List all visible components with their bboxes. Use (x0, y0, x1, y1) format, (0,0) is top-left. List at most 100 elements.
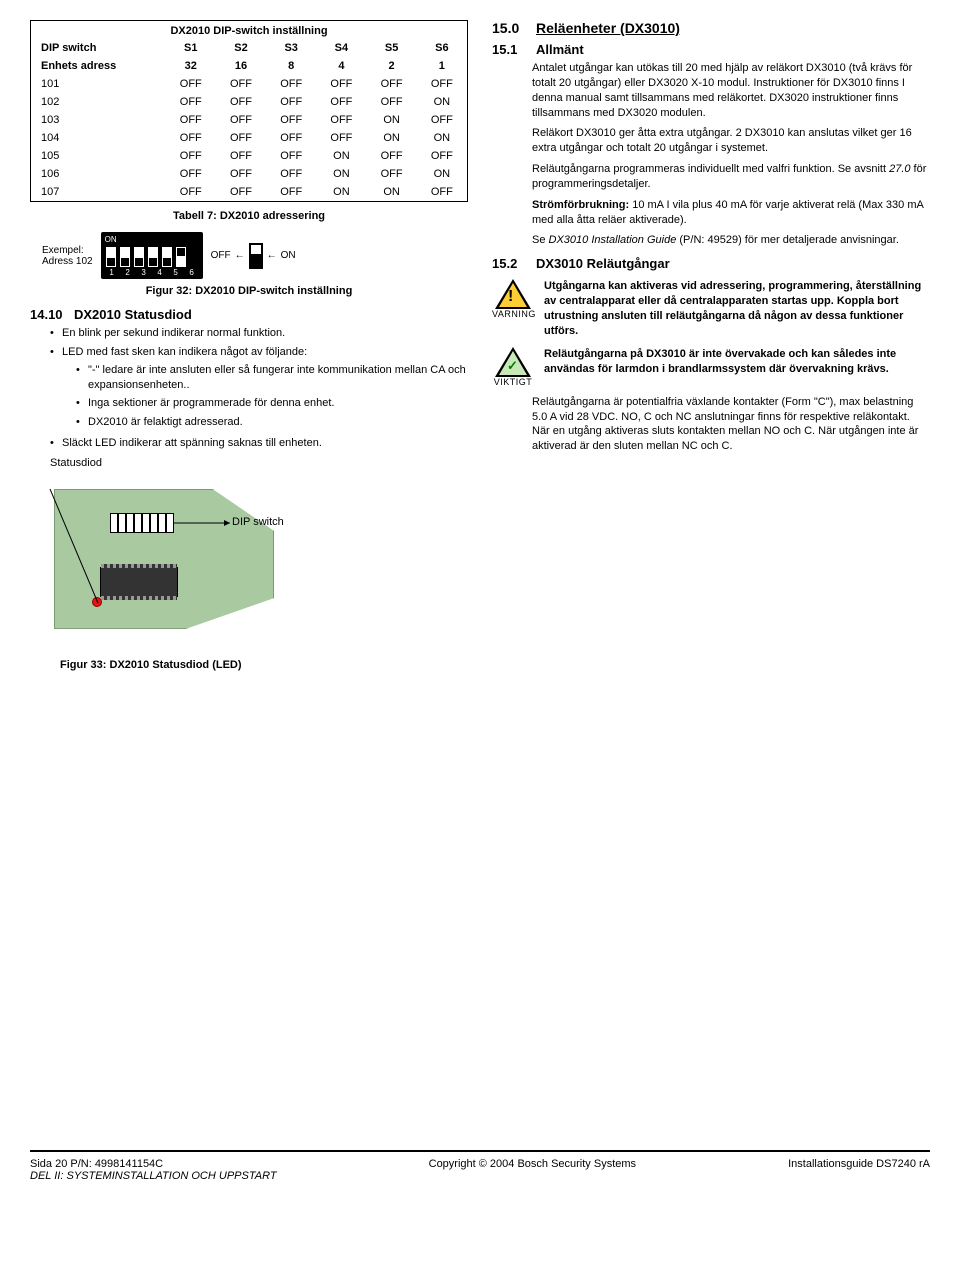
section-number: 15.0 (492, 20, 528, 36)
paragraph: Reläutgångarna är potentialfria växlande… (532, 395, 930, 454)
section-title: DX2010 Statusdiod (74, 307, 192, 322)
paragraph: Antalet utgångar kan utökas till 20 med … (532, 61, 930, 120)
callout-lines-icon (40, 479, 290, 649)
cell: 101 (31, 75, 166, 93)
section-14-10: 14.10 DX2010 Statusdiod (30, 307, 468, 322)
table-caption-7: Tabell 7: DX2010 adressering (30, 210, 468, 222)
arrow-left-icon: ← (235, 250, 245, 261)
cell: OFF (266, 129, 316, 147)
cell: 104 (31, 129, 166, 147)
table-row: 107OFFOFFOFFONONOFF (31, 183, 467, 201)
dip-on-label: ON (105, 235, 199, 244)
off-label: OFF (211, 250, 231, 261)
cell: 107 (31, 183, 166, 201)
guide-pre: Se (532, 234, 549, 246)
guide-post: (P/N: 49529) för mer detaljerade anvisni… (676, 234, 899, 246)
cell: ON (316, 147, 366, 165)
warning-label: VARNING (492, 309, 534, 319)
guide-italic: DX3010 Installation Guide (549, 234, 677, 246)
cell: 2 (367, 57, 417, 75)
dip-table: DIP switch S1 S2 S3 S4 S5 S6 Enhets adre… (31, 39, 467, 201)
arrow-left-icon: ← (267, 250, 277, 261)
section-title: Reläenheter (DX3010) (536, 20, 680, 36)
important-text: Reläutgångarna på DX3010 är inte övervak… (544, 347, 930, 377)
dip-number-label: 4 (153, 268, 167, 277)
cell: OFF (316, 129, 366, 147)
cell: OFF (417, 147, 467, 165)
dip-number-label: 3 (137, 268, 151, 277)
cell: S3 (266, 39, 316, 57)
dip-switch-callout: DIP switch (232, 516, 284, 528)
cell: 102 (31, 93, 166, 111)
important-label: VIKTIGT (492, 377, 534, 387)
dip-example-diagram: Exempel: Adress 102 ON 123456 OFF ← ← ON (42, 232, 468, 279)
cell: OFF (216, 111, 266, 129)
dip-switch-icon (133, 246, 145, 268)
cell: Enhets adress (31, 57, 166, 75)
figure-33-caption: Figur 33: DX2010 Statusdiod (LED) (60, 659, 468, 671)
cell: OFF (166, 165, 216, 183)
footer-right: Installationsguide DS7240 rA (788, 1158, 930, 1182)
cell: OFF (417, 75, 467, 93)
dip-example-off-group: OFF ← ← ON (211, 243, 296, 269)
table-row-header1: DIP switch S1 S2 S3 S4 S5 S6 (31, 39, 467, 57)
dip-example-left-label: Exempel: Adress 102 (42, 245, 93, 267)
cell: DIP switch (31, 39, 166, 57)
dip-switch-icon (119, 246, 131, 268)
list-item: Släckt LED indikerar att spänning saknas… (50, 436, 468, 451)
cell: ON (367, 183, 417, 201)
cell: ON (417, 165, 467, 183)
list-item-text: LED med fast sken kan indikera något av … (62, 346, 307, 358)
paragraph-pre: Reläutgångarna programmeras individuellt… (532, 163, 889, 175)
cell: ON (316, 183, 366, 201)
cell: OFF (367, 147, 417, 165)
table-row: 101OFFOFFOFFOFFOFFOFF (31, 75, 467, 93)
cell: OFF (316, 75, 366, 93)
footer-center: Copyright © 2004 Bosch Security Systems (277, 1158, 789, 1182)
cell: OFF (166, 183, 216, 201)
list-item: "-" ledare är inte ansluten eller så fun… (76, 363, 468, 393)
cell: OFF (216, 183, 266, 201)
section-number: 15.2 (492, 256, 528, 271)
warning-icon: ! VARNING (492, 279, 534, 319)
cell: OFF (166, 147, 216, 165)
cell: ON (316, 165, 366, 183)
cell: S1 (166, 39, 216, 57)
cell: OFF (266, 147, 316, 165)
dip-switch-icon (105, 246, 117, 268)
cell: OFF (166, 75, 216, 93)
cell: OFF (266, 165, 316, 183)
cell: OFF (367, 93, 417, 111)
page-footer: Sida 20 P/N: 4998141154C DEL II: SYSTEMI… (30, 1150, 930, 1182)
figure-32-caption: Figur 32: DX2010 DIP-switch inställning (30, 285, 468, 297)
paragraph-italic: 27.0 (889, 163, 910, 175)
cell: OFF (316, 93, 366, 111)
cell: S4 (316, 39, 366, 57)
list-item: LED med fast sken kan indikera något av … (50, 345, 468, 430)
cell: OFF (216, 165, 266, 183)
section-number: 14.10 (30, 307, 66, 322)
cell: OFF (166, 129, 216, 147)
table-row: 105OFFOFFOFFONOFFOFF (31, 147, 467, 165)
table-row: 102OFFOFFOFFOFFOFFON (31, 93, 467, 111)
cell: 105 (31, 147, 166, 165)
dip-switch-icon (147, 246, 159, 268)
cell: OFF (216, 75, 266, 93)
important-block: ✓ VIKTIGT Reläutgångarna på DX3010 är in… (492, 347, 930, 387)
section-15-1-body: Antalet utgångar kan utökas till 20 med … (532, 61, 930, 248)
strong-label: Strömförbrukning: (532, 199, 629, 211)
table-row: 106OFFOFFOFFONOFFON (31, 165, 467, 183)
list-item: Inga sektioner är programmerade för denn… (76, 396, 468, 411)
important-icon: ✓ VIKTIGT (492, 347, 534, 387)
cell: S2 (216, 39, 266, 57)
cell: OFF (266, 111, 316, 129)
cell: 4 (316, 57, 366, 75)
cell: OFF (216, 147, 266, 165)
dip-number-label: 2 (121, 268, 135, 277)
dip-switch-icon (175, 246, 187, 268)
bullet-list-14-10: En blink per sekund indikerar normal fun… (50, 326, 468, 451)
sub-bullet-list: "-" ledare är inte ansluten eller så fun… (76, 363, 468, 430)
cell: OFF (417, 111, 467, 129)
page: DX2010 DIP-switch inställning DIP switch… (30, 20, 930, 1120)
section-number: 15.1 (492, 42, 528, 57)
